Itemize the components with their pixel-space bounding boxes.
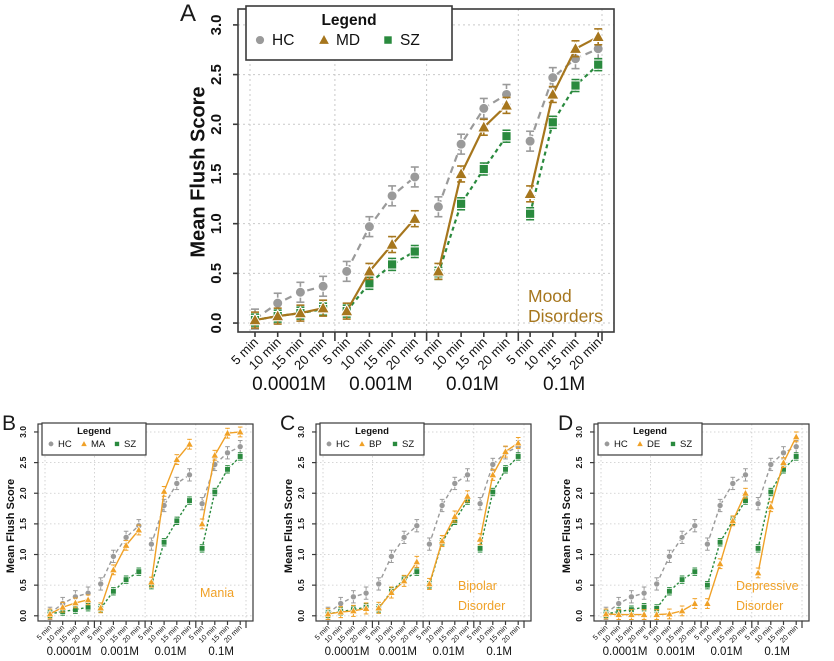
svg-text:0.5: 0.5: [208, 263, 225, 284]
svg-text:0.5: 0.5: [296, 579, 306, 591]
svg-text:0.0001M: 0.0001M: [252, 374, 326, 395]
panel-a: A Mean Flush Score 0.0 0.5 1.0 1.5 2.0 2.5 3.0…: [178, 0, 834, 405]
panel-d-label: D: [558, 412, 574, 435]
svg-text:Disorder: Disorder: [736, 599, 783, 613]
svg-text:0.0: 0.0: [574, 610, 584, 622]
svg-text:2.5: 2.5: [296, 456, 306, 468]
svg-text:Depressive: Depressive: [736, 579, 799, 593]
svg-text:Legend: Legend: [355, 426, 389, 437]
svg-text:0.01M: 0.01M: [446, 374, 499, 395]
panel-d: D Mean Flush Score 0.0 0.5 1.0 1.5 2.0 2.5 3.0…: [556, 410, 834, 661]
svg-text:Disorder: Disorder: [458, 599, 505, 613]
svg-text:2.5: 2.5: [208, 64, 225, 85]
svg-text:3.0: 3.0: [208, 14, 225, 35]
svg-text:0.1M: 0.1M: [208, 646, 234, 658]
svg-text:0.0001M: 0.0001M: [325, 646, 370, 658]
svg-text:1.0: 1.0: [574, 548, 584, 560]
svg-text:SZ: SZ: [402, 439, 414, 450]
svg-text:1.5: 1.5: [574, 518, 584, 530]
svg-text:DE: DE: [647, 439, 660, 450]
panel-c-label: C: [280, 412, 296, 435]
svg-text:2.0: 2.0: [208, 114, 225, 135]
svg-text:0.01M: 0.01M: [432, 646, 464, 658]
panel-b-label: B: [2, 412, 17, 435]
svg-text:0.5: 0.5: [574, 579, 584, 591]
panel-a-label: A: [180, 0, 197, 27]
svg-text:Mood: Mood: [528, 286, 572, 306]
svg-text:0.0: 0.0: [208, 313, 225, 334]
svg-text:0.001M: 0.001M: [349, 374, 412, 395]
svg-text:HC: HC: [614, 439, 628, 450]
svg-text:Legend: Legend: [633, 426, 667, 437]
svg-text:0.0: 0.0: [18, 610, 28, 622]
svg-text:0.001M: 0.001M: [379, 646, 417, 658]
svg-text:2.5: 2.5: [574, 456, 584, 468]
svg-text:Bipolar: Bipolar: [458, 579, 497, 593]
svg-text:0.01M: 0.01M: [710, 646, 742, 658]
svg-text:1.5: 1.5: [18, 518, 28, 530]
svg-text:2.0: 2.0: [296, 487, 306, 499]
svg-text:0.001M: 0.001M: [657, 646, 695, 658]
svg-text:HC: HC: [58, 439, 72, 450]
svg-text:0.0001M: 0.0001M: [47, 646, 92, 658]
svg-text:HC: HC: [336, 439, 350, 450]
svg-text:1.0: 1.0: [208, 213, 225, 234]
svg-text:BP: BP: [369, 439, 382, 450]
svg-text:0.01M: 0.01M: [154, 646, 186, 658]
svg-text:0.5: 0.5: [18, 579, 28, 591]
svg-text:0.001M: 0.001M: [101, 646, 139, 658]
svg-text:Mania: Mania: [200, 586, 234, 600]
svg-text:Legend: Legend: [77, 426, 111, 437]
svg-text:1.0: 1.0: [18, 548, 28, 560]
svg-text:1.0: 1.0: [296, 548, 306, 560]
svg-text:SZ: SZ: [680, 439, 692, 450]
svg-text:MD: MD: [336, 32, 360, 49]
svg-text:0.1M: 0.1M: [764, 646, 790, 658]
svg-text:0.0: 0.0: [296, 610, 306, 622]
svg-text:2.0: 2.0: [18, 487, 28, 499]
svg-text:HC: HC: [272, 32, 294, 49]
svg-text:2.0: 2.0: [574, 487, 584, 499]
svg-text:MA: MA: [91, 439, 106, 450]
svg-text:SZ: SZ: [400, 32, 420, 49]
svg-text:Disorders: Disorders: [528, 306, 603, 326]
svg-text:1.5: 1.5: [208, 164, 225, 185]
panel-b: B Mean Flush Score 0.0 0.5 1.0 1.5 2.0 2.5 3.0…: [0, 410, 278, 661]
svg-text:0.0001M: 0.0001M: [603, 646, 648, 658]
svg-text:2.5: 2.5: [18, 456, 28, 468]
svg-text:3.0: 3.0: [296, 426, 306, 438]
svg-text:SZ: SZ: [124, 439, 136, 450]
svg-text:3.0: 3.0: [18, 426, 28, 438]
panel-c: C Mean Flush Score 0.0 0.5 1.0 1.5 2.0 2.5 3.0…: [278, 410, 556, 661]
svg-text:0.1M: 0.1M: [486, 646, 512, 658]
svg-text:Legend: Legend: [321, 12, 376, 29]
svg-text:3.0: 3.0: [574, 426, 584, 438]
svg-text:1.5: 1.5: [296, 518, 306, 530]
svg-text:0.1M: 0.1M: [543, 374, 585, 395]
